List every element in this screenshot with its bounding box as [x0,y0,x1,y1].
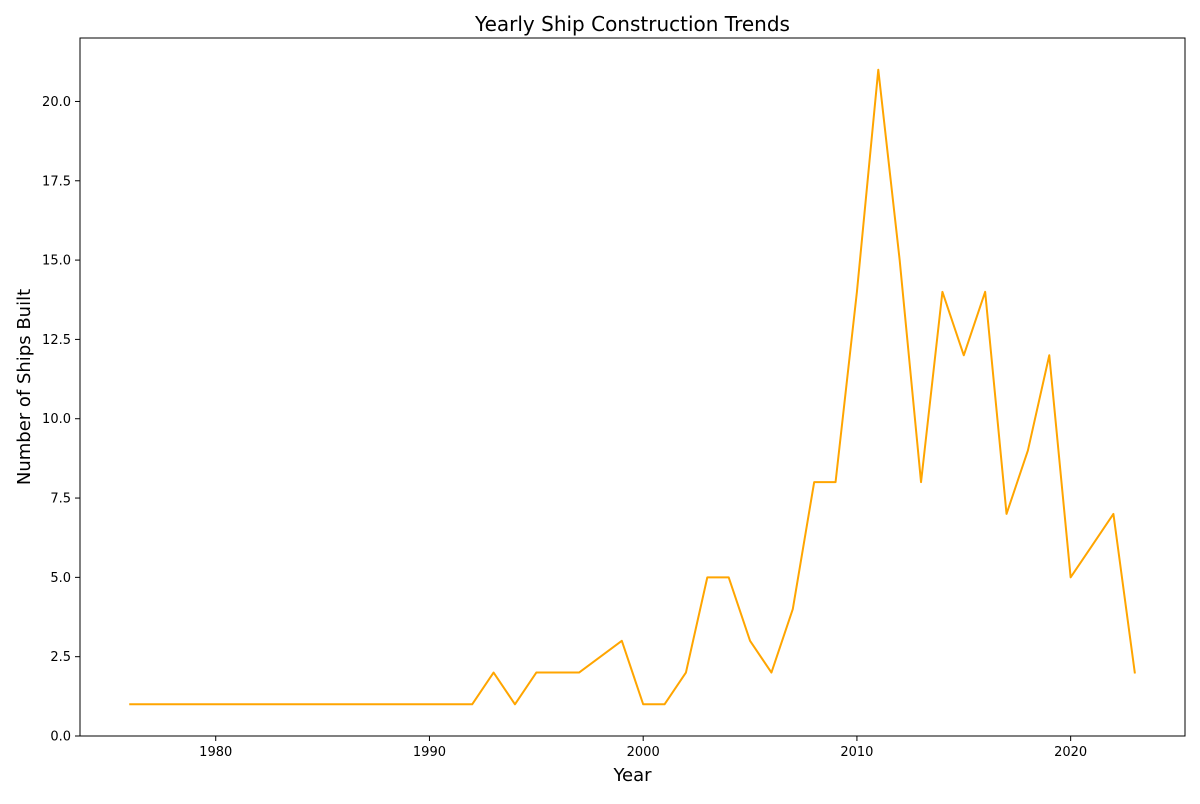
y-tick-label: 15.0 [42,254,71,269]
x-tick-label: 1990 [413,745,446,760]
x-axis-label: Year [612,765,652,786]
x-tick-label: 2020 [1054,745,1087,760]
y-tick-label: 20.0 [42,95,71,110]
x-axis: 1980 1990 2000 2010 2020 [199,736,1087,760]
y-axis-label: Number of Ships Built [14,289,35,485]
chart-title: Yearly Ship Construction Trends [474,12,790,36]
y-tick-label: 7.5 [50,492,71,507]
series-line [130,70,1135,705]
y-tick-label: 5.0 [50,571,71,586]
y-axis: 0.0 2.5 5.0 7.5 10.0 12.5 15.0 17.5 20.0 [42,95,80,745]
plot-frame [80,38,1185,736]
y-tick-label: 12.5 [42,333,71,348]
plot-area [130,70,1135,705]
x-tick-label: 1980 [199,745,232,760]
x-tick-label: 2010 [840,745,873,760]
y-tick-label: 17.5 [42,174,71,189]
y-tick-label: 0.0 [50,730,71,745]
y-tick-label: 2.5 [50,650,71,665]
y-tick-label: 10.0 [42,412,71,427]
x-tick-label: 2000 [627,745,660,760]
